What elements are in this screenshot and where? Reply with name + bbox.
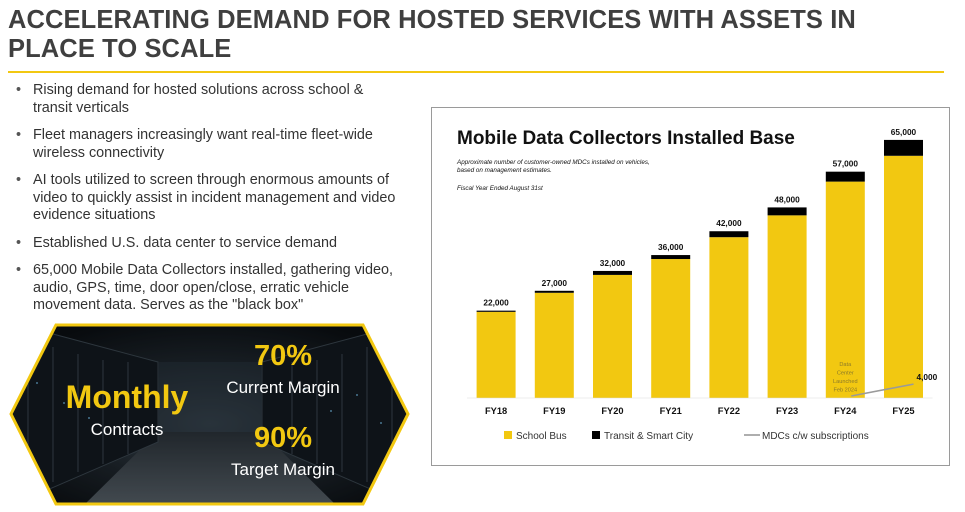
chart-frame: Mobile Data Collectors Installed Base Ap… bbox=[431, 107, 950, 466]
bar-transit-smart-city bbox=[709, 231, 749, 238]
chart-fiscal-note: Fiscal Year Ended August 31st bbox=[457, 185, 543, 192]
bar-transit-smart-city bbox=[593, 270, 632, 275]
bar-transit-smart-city bbox=[884, 139, 923, 156]
x-tick-label: FY21 bbox=[660, 406, 682, 416]
bar-transit-smart-city bbox=[476, 310, 516, 312]
total-data-label: 22,000 bbox=[483, 298, 509, 308]
bar-school-bus bbox=[534, 292, 574, 398]
bar-school-bus bbox=[476, 311, 516, 398]
chart-subtitle-line-2: based on management estimates. bbox=[457, 167, 552, 174]
bar-school-bus bbox=[709, 237, 749, 398]
x-tick-label: FY24 bbox=[834, 406, 857, 416]
bar-school-bus bbox=[884, 155, 923, 398]
title-divider bbox=[8, 71, 944, 73]
subscriptions-data-label: 4,000 bbox=[917, 372, 938, 382]
x-tick-label: FY20 bbox=[601, 406, 623, 416]
legend-swatch-transit bbox=[592, 431, 600, 439]
bar-school-bus bbox=[825, 181, 865, 398]
x-tick-label: FY22 bbox=[718, 406, 740, 416]
bullet-list: Rising demand for hosted solutions acros… bbox=[14, 82, 406, 325]
legend-swatch-school-bus bbox=[504, 431, 512, 439]
chart-legend: School Bus Transit & Smart City MDCs c/w s… bbox=[504, 431, 869, 442]
target-margin-label: Target Margin bbox=[231, 460, 335, 479]
margin-callout-hexagon: Monthly Contracts 70% Current Margin 90%… bbox=[8, 322, 412, 507]
data-center-annotation: Center bbox=[837, 371, 854, 377]
legend-label-transit: Transit & Smart City bbox=[604, 431, 693, 442]
bar-transit-smart-city bbox=[825, 171, 865, 182]
server-room-image bbox=[9, 323, 410, 506]
total-data-label: 27,000 bbox=[542, 278, 568, 288]
bullet-item: Rising demand for hosted solutions acros… bbox=[14, 82, 406, 117]
installed-base-chart: Mobile Data Collectors Installed Base Ap… bbox=[456, 127, 938, 442]
x-tick-label: FY19 bbox=[543, 406, 565, 416]
slide-title-line-1: ACCELERATING DEMAND FOR HOSTED SERVICES … bbox=[8, 6, 856, 34]
target-margin-value: 90% bbox=[253, 422, 313, 454]
data-center-annotation: Feb 2024 bbox=[833, 388, 857, 394]
slide-title: ACCELERATING DEMAND FOR HOSTED SERVICES … bbox=[8, 6, 948, 64]
total-data-label: 57,000 bbox=[833, 159, 859, 169]
bar-school-bus bbox=[593, 274, 632, 398]
legend-label-subscriptions: MDCs c/w subscriptions bbox=[762, 431, 869, 442]
data-center-annotation: Data bbox=[839, 362, 852, 368]
total-data-label: 36,000 bbox=[658, 242, 684, 252]
bar-transit-smart-city bbox=[651, 255, 691, 260]
current-margin-label: Current Margin bbox=[226, 378, 340, 397]
bullet-item: Established U.S. data center to service … bbox=[14, 235, 406, 253]
x-tick-label: FY18 bbox=[485, 406, 507, 416]
bar-school-bus bbox=[767, 215, 807, 398]
x-tick-label: FY25 bbox=[892, 406, 914, 416]
total-data-label: 48,000 bbox=[774, 194, 800, 204]
current-margin-value: 70% bbox=[253, 340, 313, 372]
slide-title-line-2: PLACE TO SCALE bbox=[8, 35, 232, 63]
chart-title: Mobile Data Collectors Installed Base bbox=[457, 128, 795, 149]
contracts-label: Contracts bbox=[90, 420, 164, 439]
bar-transit-smart-city bbox=[534, 290, 574, 293]
bar-transit-smart-city bbox=[767, 207, 807, 216]
bullet-item: AI tools utilized to screen through enor… bbox=[14, 172, 406, 225]
total-data-label: 32,000 bbox=[600, 258, 626, 268]
total-data-label: 42,000 bbox=[716, 218, 742, 228]
total-data-label: 65,000 bbox=[891, 127, 917, 137]
subscriptions-line bbox=[851, 383, 914, 397]
data-center-annotation: Launched bbox=[833, 379, 858, 385]
x-tick-label: FY23 bbox=[776, 406, 798, 416]
bullet-item: 65,000 Mobile Data Collectors installed,… bbox=[14, 262, 406, 315]
monthly-label: Monthly bbox=[65, 379, 189, 415]
chart-subtitle-line-1: Approximate number of customer-owned MDC… bbox=[456, 159, 650, 166]
bullet-item: Fleet managers increasingly want real-ti… bbox=[14, 127, 406, 162]
bar-school-bus bbox=[651, 259, 691, 398]
legend-label-school-bus: School Bus bbox=[516, 431, 567, 442]
